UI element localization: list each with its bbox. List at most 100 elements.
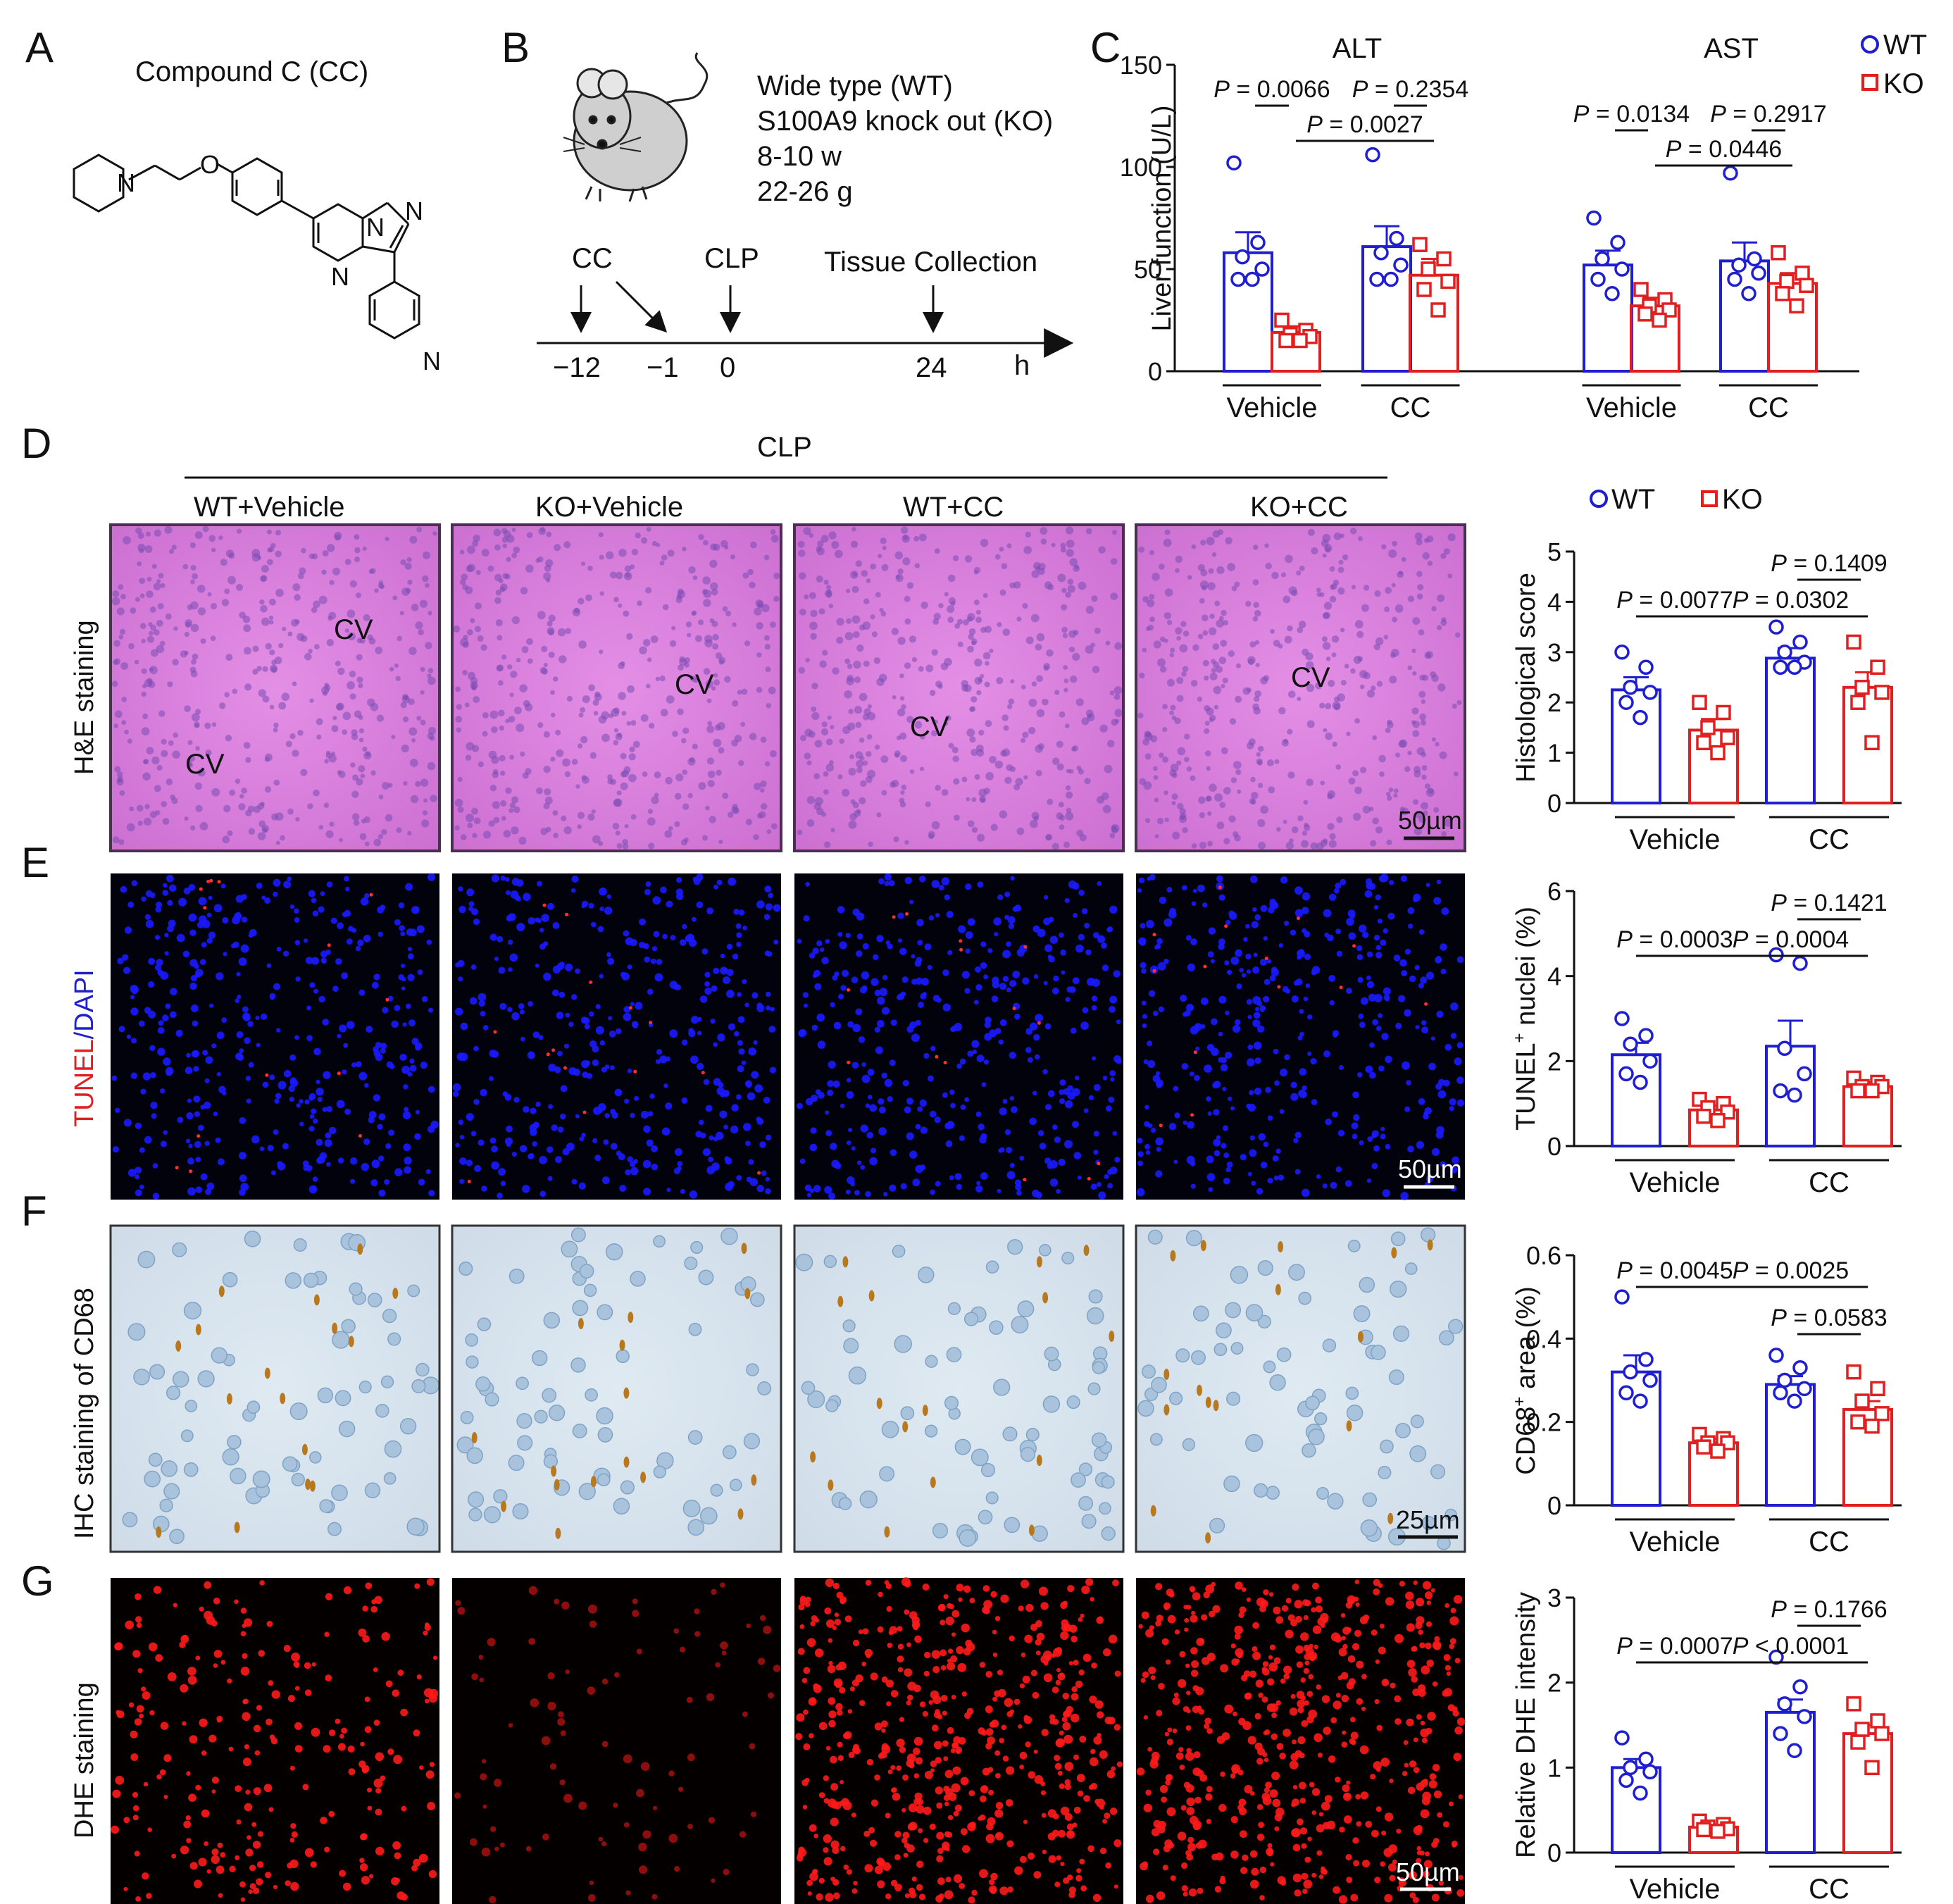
dapi-nucleus (1187, 963, 1195, 971)
dapi-nucleus (368, 1116, 375, 1124)
dapi-nucleus (1254, 1007, 1260, 1012)
nucleus (1287, 728, 1293, 735)
nucleus (769, 621, 776, 628)
nucleus (538, 527, 547, 535)
nucleus (416, 526, 423, 533)
dapi-nucleus (1034, 1054, 1040, 1060)
nucleus (902, 557, 911, 566)
dapi-nucleus (652, 896, 661, 905)
dhe-signal (1116, 1761, 1123, 1767)
nucleus (385, 814, 393, 822)
dhe-signal (892, 1792, 901, 1801)
nucleus (899, 696, 905, 701)
dapi-nucleus (951, 1026, 957, 1032)
dhe-signal (1404, 1762, 1409, 1768)
hepatocyte-nucleus (1410, 1414, 1424, 1429)
dapi-nucleus (945, 1140, 953, 1147)
nucleus (1392, 540, 1397, 547)
dhe-signal (849, 1686, 855, 1692)
dhe-signal (944, 1831, 951, 1838)
panel-letter-f: F (21, 1188, 47, 1235)
dhe-row-panel (794, 1577, 1123, 1904)
nucleus (347, 609, 356, 618)
hepatocyte-nucleus (720, 1227, 738, 1245)
nucleus (1411, 648, 1416, 654)
nucleus (325, 830, 334, 838)
nucleus (159, 640, 166, 647)
dhe-signal (1324, 1795, 1333, 1803)
dhe-signal (1419, 1642, 1425, 1649)
dhe-signal (1241, 1587, 1247, 1593)
nucleus (1372, 817, 1379, 825)
dapi-nucleus (1272, 1155, 1279, 1162)
dhe-signal (1285, 1629, 1294, 1638)
nucleus (267, 559, 273, 566)
dhe-signal (290, 1881, 299, 1891)
nucleus (980, 797, 986, 804)
dhe-row-panel (1136, 1578, 1466, 1904)
dapi-nucleus (1299, 1031, 1304, 1037)
dapi-nucleus (317, 1097, 323, 1102)
nucleus (1113, 686, 1123, 695)
dapi-nucleus (407, 947, 413, 952)
cd68-positive-cell (744, 1288, 751, 1300)
dhe-signal (369, 1874, 374, 1879)
dapi-nucleus (1295, 978, 1303, 985)
nucleus (594, 693, 602, 701)
dhe-signal (291, 1653, 300, 1662)
nucleus (1253, 707, 1261, 715)
dhe-signal (863, 1830, 871, 1837)
hepatocyte-nucleus (211, 1347, 227, 1364)
dapi-nucleus (682, 923, 687, 930)
dhe-signal (932, 1666, 940, 1674)
nucleus (1330, 584, 1335, 590)
nucleus (116, 607, 125, 616)
hepatocyte-nucleus (980, 1462, 996, 1478)
nucleus (1254, 640, 1260, 645)
dapi-nucleus (215, 1137, 221, 1143)
dhe-signal (1306, 1691, 1314, 1697)
nucleus (1169, 710, 1174, 716)
dhe-signal (1054, 1762, 1062, 1770)
nucleus (850, 540, 859, 548)
dapi-nucleus (900, 991, 906, 997)
nucleus (853, 660, 861, 669)
nucleus (189, 542, 196, 549)
hepatocyte-nucleus (892, 1244, 906, 1258)
nucleus (1340, 533, 1344, 538)
dapi-nucleus (551, 1124, 558, 1131)
nucleus (575, 784, 580, 789)
hepatocyte-nucleus (465, 1333, 479, 1347)
dhe-signal (265, 1872, 272, 1879)
dhe-signal (414, 1583, 420, 1589)
dapi-nucleus (1421, 1020, 1427, 1026)
hepatocyte-nucleus (1359, 1276, 1375, 1293)
nucleus (157, 603, 164, 610)
nucleus (1228, 815, 1236, 823)
dapi-nucleus (991, 995, 999, 1002)
nucleus (957, 641, 963, 647)
dhe-signal (257, 1831, 263, 1837)
dapi-nucleus (1259, 958, 1267, 966)
dapi-nucleus (825, 938, 830, 944)
nucleus (1212, 643, 1220, 650)
nucleus (892, 695, 897, 699)
dapi-nucleus (975, 966, 981, 973)
dapi-nucleus (728, 1181, 735, 1188)
tunel-positive-nucleus (1152, 933, 1156, 937)
nucleus (1289, 838, 1294, 843)
dapi-nucleus (928, 1075, 934, 1082)
nucleus (904, 840, 909, 845)
nucleus (220, 559, 227, 566)
nucleus (1139, 672, 1145, 679)
dapi-nucleus (240, 1183, 249, 1191)
nucleus (1417, 584, 1424, 591)
nucleus (1320, 780, 1325, 785)
dapi-nucleus (1072, 977, 1080, 985)
hepatocyte-nucleus (475, 1376, 491, 1392)
nucleus (1142, 596, 1149, 603)
nucleus (985, 772, 994, 780)
dhe-signal (625, 1890, 631, 1896)
nucleus (1281, 572, 1286, 578)
nucleus (556, 749, 564, 757)
